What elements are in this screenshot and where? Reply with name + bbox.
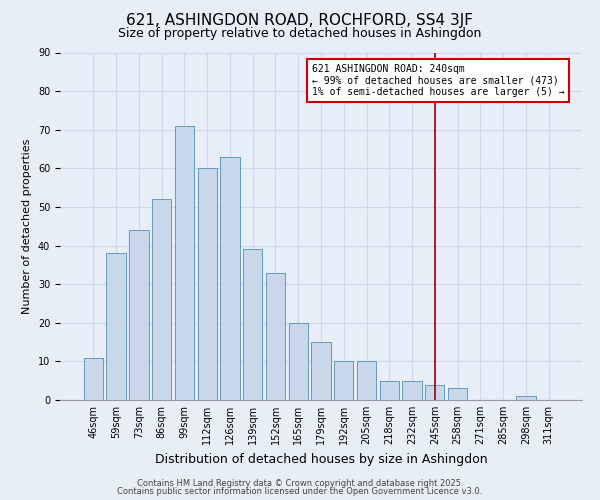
Bar <box>448 388 467 400</box>
Text: 621 ASHINGDON ROAD: 240sqm
← 99% of detached houses are smaller (473)
1% of semi: 621 ASHINGDON ROAD: 240sqm ← 99% of deta… <box>312 64 565 98</box>
Text: Contains public sector information licensed under the Open Government Licence v3: Contains public sector information licen… <box>118 487 482 496</box>
Bar <box>220 157 239 400</box>
Bar <box>152 199 172 400</box>
Bar <box>197 168 217 400</box>
Bar <box>289 323 308 400</box>
Bar <box>243 250 262 400</box>
Bar <box>516 396 536 400</box>
Bar <box>403 380 422 400</box>
Bar <box>334 362 353 400</box>
Bar <box>380 380 399 400</box>
Bar <box>266 272 285 400</box>
Bar <box>425 384 445 400</box>
Text: 621, ASHINGDON ROAD, ROCHFORD, SS4 3JF: 621, ASHINGDON ROAD, ROCHFORD, SS4 3JF <box>127 12 473 28</box>
Bar <box>84 358 103 400</box>
Bar <box>175 126 194 400</box>
Text: Size of property relative to detached houses in Ashingdon: Size of property relative to detached ho… <box>118 28 482 40</box>
Bar <box>106 254 126 400</box>
Bar <box>357 362 376 400</box>
Y-axis label: Number of detached properties: Number of detached properties <box>22 138 32 314</box>
Text: Contains HM Land Registry data © Crown copyright and database right 2025.: Contains HM Land Registry data © Crown c… <box>137 478 463 488</box>
Bar <box>129 230 149 400</box>
Bar <box>311 342 331 400</box>
X-axis label: Distribution of detached houses by size in Ashingdon: Distribution of detached houses by size … <box>155 452 487 466</box>
